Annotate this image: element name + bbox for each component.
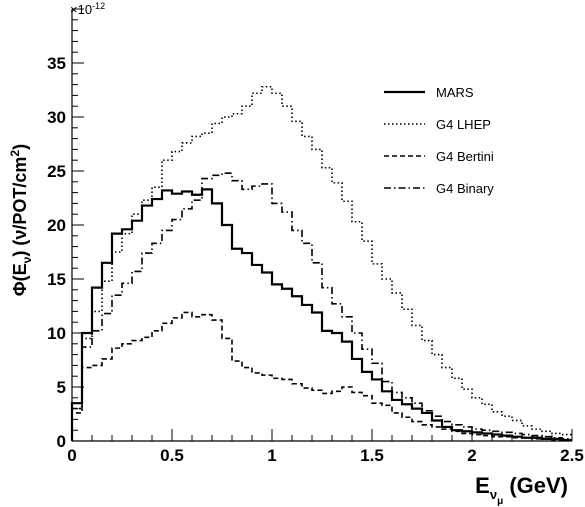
legend-label: G4 LHEP <box>436 117 491 132</box>
x-title-subsub: μ <box>497 496 503 507</box>
y-exponent-power: -12 <box>92 1 105 11</box>
series-layer <box>70 85 572 442</box>
x-axis-title: Eνμ (GeV) <box>475 473 568 507</box>
legend-label: G4 Binary <box>436 181 494 196</box>
x-title-main: E <box>475 473 490 498</box>
legend-label: MARS <box>436 85 474 100</box>
legend: MARS G4 LHEP G4 Bertini G4 Binary <box>384 85 494 196</box>
series-g4-binary <box>71 172 572 441</box>
series-mars <box>70 188 572 442</box>
y-axis-title: Φ(Eν) (ν/POT/cm2) <box>8 144 34 296</box>
series-g4-bertini <box>71 311 572 441</box>
x-tick-label: 0 <box>67 446 76 465</box>
x-tick-label: 2 <box>467 446 476 465</box>
x-tick-label: 1 <box>267 446 276 465</box>
y-title-rest: ) (ν/POT/cm <box>10 157 30 257</box>
legend-label: G4 Bertini <box>436 149 494 164</box>
series-g4-lhep <box>71 85 572 441</box>
y-tick-label: 20 <box>47 216 66 235</box>
y-tick-label: 5 <box>57 378 66 397</box>
x-title-rest: (GeV) <box>503 473 568 498</box>
y-tick-label: 10 <box>47 324 66 343</box>
y-tick-label: 0 <box>57 432 66 451</box>
y-tick-label: 25 <box>47 162 66 181</box>
y-title-sub: ν <box>20 256 34 263</box>
y-exponent-base: ×10 <box>70 2 92 17</box>
y-tick-label: 35 <box>47 54 66 73</box>
y-title-main: Φ(E <box>10 263 30 296</box>
y-exponent-label: ×10-12 <box>70 1 105 17</box>
axis-tick-labels: 0 5 10 15 20 25 30 35 0 0.5 1 1.5 2 2.5 <box>47 54 584 465</box>
x-tick-label: 1.5 <box>360 446 384 465</box>
x-tick-label: 0.5 <box>160 446 184 465</box>
x-tick-label: 2.5 <box>560 446 584 465</box>
y-tick-label: 15 <box>47 270 66 289</box>
y-title-sup: 2 <box>8 150 22 157</box>
x-title-sub: ν <box>490 487 497 502</box>
y-title-end: ) <box>10 144 30 150</box>
y-tick-label: 30 <box>47 108 66 127</box>
